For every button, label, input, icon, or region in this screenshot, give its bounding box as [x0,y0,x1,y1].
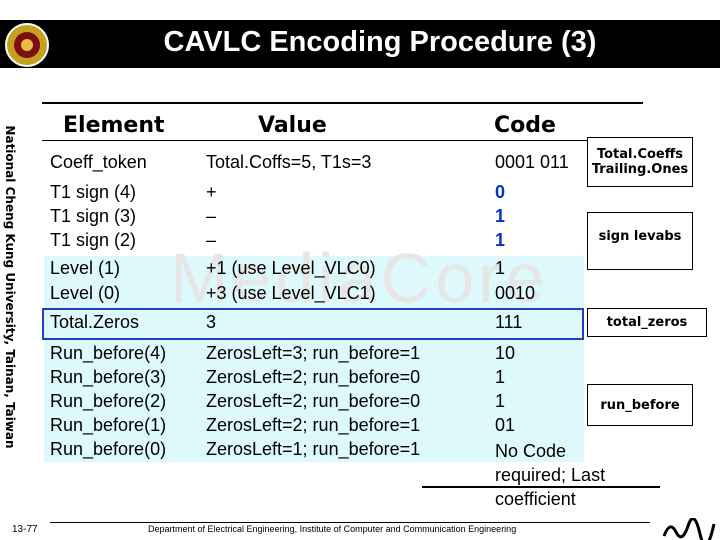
cell: ZerosLeft=1; run_before=1 [206,439,421,459]
cell: Total.Coffs=5, T1s=3 [206,152,372,172]
cell: ZerosLeft=2; run_before=1 [206,415,421,435]
header-bar [0,20,720,68]
cell: 01 [495,415,516,435]
cell: 1 [495,230,506,250]
cell: 0010 [495,283,536,303]
cell: T1 sign (3) [50,206,137,226]
logo [5,23,49,67]
logo-mark [662,518,716,540]
page-number: 13-77 [12,524,38,535]
rule [42,140,587,141]
footer-rule [50,522,650,523]
annotation: total_zeros [587,308,707,337]
column-header: Element [63,113,165,138]
cell: Total.Zeros [50,312,140,332]
cell: 111 [495,312,523,332]
annotation: run_before [587,384,693,426]
cell: Run_before(1) [50,415,167,435]
cell: +3 (use Level_VLC1) [206,283,376,303]
cell: T1 sign (4) [50,182,137,202]
rule [42,102,643,104]
watermark: MediaCore [170,239,549,317]
cell: 1 [495,391,506,411]
cell: ZerosLeft=2; run_before=0 [206,367,421,387]
cell: T1 sign (2) [50,230,137,250]
title: CAVLC Encoding Procedure (3) [163,26,597,58]
rule [422,486,660,488]
cell: 0 [495,182,506,202]
cell: – [206,230,217,250]
sidebar-text: National Cheng Kung University, Tainan, … [3,125,17,449]
row-highlight [42,308,584,340]
cell: 1 [495,258,506,278]
cell: Coeff_token [50,152,147,172]
cell: Level (1) [50,258,121,278]
annotation: Total.Coeffs Trailing.Ones [587,137,693,187]
cell: Level (0) [50,283,121,303]
cell: 1 [495,206,506,226]
footer-text: Department of Electrical Engineering, In… [148,524,517,534]
cell: – [206,206,217,226]
cell: 0001 011 [495,152,569,172]
cell: ZerosLeft=3; run_before=1 [206,343,421,363]
column-header: Value [258,113,327,138]
annotation: sign levabs [587,212,693,270]
cell: Run_before(4) [50,343,167,363]
column-header: Code [494,113,556,138]
cell: ZerosLeft=2; run_before=0 [206,391,421,411]
cell: 3 [206,312,217,332]
cell: Run_before(3) [50,367,167,387]
cell: Run_before(2) [50,391,167,411]
cell: +1 (use Level_VLC0) [206,258,376,278]
cell: Run_before(0) [50,439,167,459]
cell: No Code required; Last coefficient [495,441,606,509]
highlight-area [44,256,584,462]
cell: + [206,182,217,202]
cell: 1 [495,367,506,387]
cell: 10 [495,343,516,363]
